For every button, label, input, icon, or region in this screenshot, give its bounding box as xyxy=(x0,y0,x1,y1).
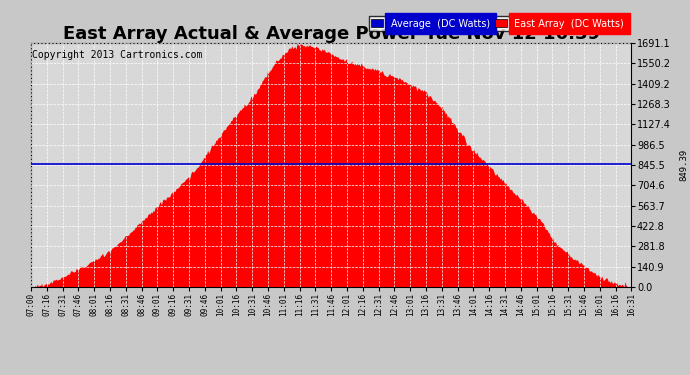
Title: East Array Actual & Average Power Tue Nov 12 16:39: East Array Actual & Average Power Tue No… xyxy=(63,25,600,43)
Text: Copyright 2013 Cartronics.com: Copyright 2013 Cartronics.com xyxy=(32,51,203,60)
Text: 849.39: 849.39 xyxy=(680,148,689,181)
Legend: Average  (DC Watts), East Array  (DC Watts): Average (DC Watts), East Array (DC Watts… xyxy=(369,16,627,31)
